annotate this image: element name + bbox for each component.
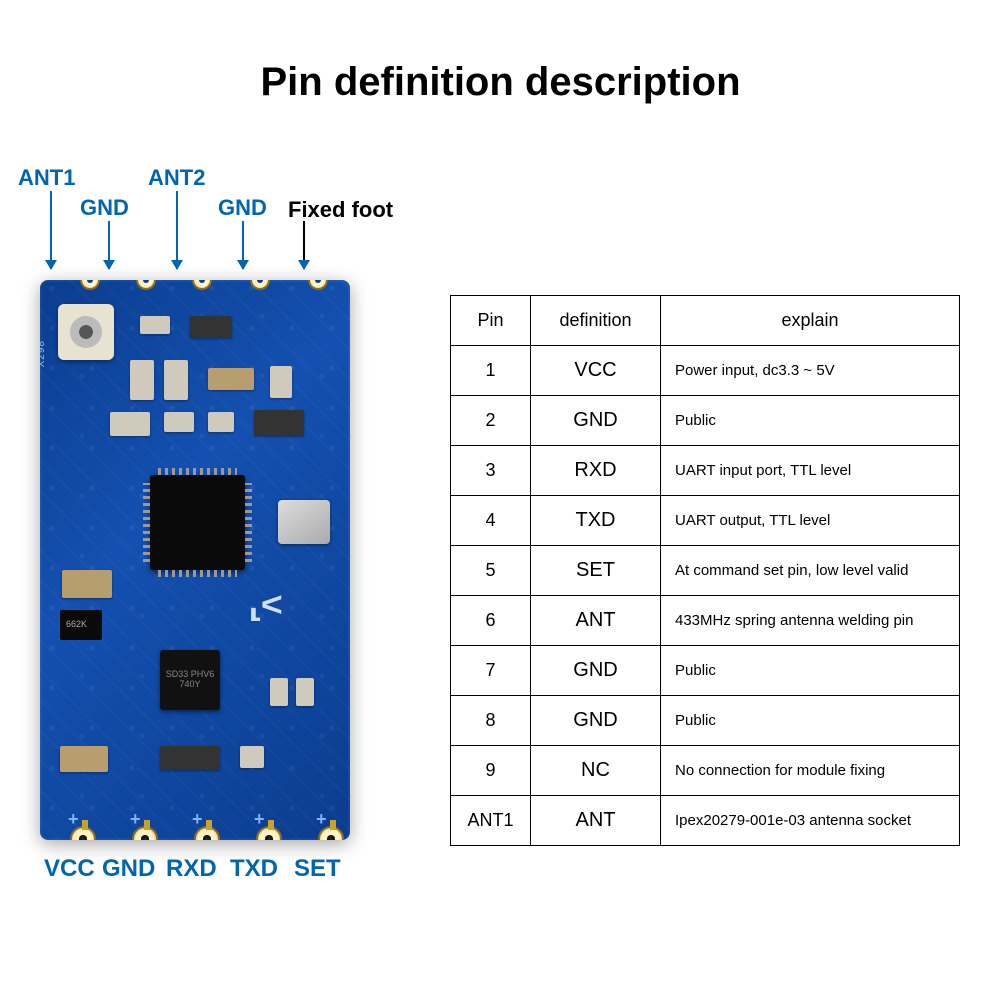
- label-ant1: ANT1: [18, 165, 75, 191]
- smd-c4: [270, 366, 292, 398]
- th-pin: Pin: [451, 296, 531, 346]
- cell-pin: 3: [451, 446, 531, 496]
- table-row: 6ANT433MHz spring antenna welding pin: [451, 596, 960, 646]
- cell-explain: Public: [661, 696, 960, 746]
- label-gnd-top2: GND: [218, 195, 267, 221]
- label-ant2: ANT2: [148, 165, 205, 191]
- cell-pin: 7: [451, 646, 531, 696]
- smd-r3: [160, 746, 220, 770]
- label-rxd: RXD: [166, 855, 217, 883]
- cell-explain: At command set pin, low level valid: [661, 546, 960, 596]
- cell-explain: Public: [661, 646, 960, 696]
- table-row: 3RXDUART input port, TTL level: [451, 446, 960, 496]
- cell-def: RXD: [531, 446, 661, 496]
- table-row: 4TXDUART output, TTL level: [451, 496, 960, 546]
- cell-def: GND: [531, 396, 661, 446]
- cell-pin: 2: [451, 396, 531, 446]
- pcb-module: SD33 PHV6 740Y ⸤< X298 + + + + +: [40, 280, 350, 840]
- smd-cap1: [62, 570, 112, 598]
- cell-def: VCC: [531, 346, 661, 396]
- smd-c6: [164, 412, 194, 432]
- cell-explain: Public: [661, 396, 960, 446]
- silk-side-text: X298: [40, 340, 47, 367]
- cell-pin: ANT1: [451, 796, 531, 846]
- label-gnd-top1: GND: [80, 195, 129, 221]
- pad-top-gnd1: [136, 280, 156, 290]
- cell-pin: 1: [451, 346, 531, 396]
- cell-def: TXD: [531, 496, 661, 546]
- cell-explain: UART output, TTL level: [661, 496, 960, 546]
- chip-secondary-ic: SD33 PHV6 740Y: [160, 650, 220, 710]
- pad-set: [318, 826, 344, 840]
- label-vcc: VCC: [44, 855, 95, 883]
- label-fixed-foot: Fixed foot: [288, 197, 393, 223]
- cell-def: GND: [531, 646, 661, 696]
- cell-def: NC: [531, 746, 661, 796]
- cell-explain: 433MHz spring antenna welding pin: [661, 596, 960, 646]
- label-set: SET: [294, 855, 341, 883]
- label-txd: TXD: [230, 855, 278, 883]
- arrow-gnd2: [242, 221, 244, 269]
- table-header-row: Pin definition explain: [451, 296, 960, 346]
- pad-top-ant2: [192, 280, 212, 290]
- label-gnd-bot: GND: [102, 855, 155, 883]
- page-title: Pin definition description: [0, 60, 1001, 105]
- pad-txd: [256, 826, 282, 840]
- table-row: 1VCCPower input, dc3.3 ~ 5V: [451, 346, 960, 396]
- arrow-ant1: [50, 191, 52, 269]
- pad-top-gnd2: [250, 280, 270, 290]
- cell-def: ANT: [531, 796, 661, 846]
- cell-explain: Power input, dc3.3 ~ 5V: [661, 346, 960, 396]
- cell-explain: Ipex20279-001e-03 antenna socket: [661, 796, 960, 846]
- pin-definition-table: Pin definition explain 1VCCPower input, …: [450, 295, 960, 846]
- crystal-oscillator: [278, 500, 330, 544]
- cell-pin: 5: [451, 546, 531, 596]
- cell-pin: 9: [451, 746, 531, 796]
- cell-pin: 4: [451, 496, 531, 546]
- smd-c9: [296, 678, 314, 706]
- table-row: ANT1ANTIpex20279-001e-03 antenna socket: [451, 796, 960, 846]
- smd-r2: [254, 410, 304, 436]
- pad-top-nc: [308, 280, 328, 290]
- th-definition: definition: [531, 296, 661, 346]
- table-row: 9NCNo connection for module fixing: [451, 746, 960, 796]
- th-explain: explain: [661, 296, 960, 346]
- smd-c1: [140, 316, 170, 334]
- smd-c3: [164, 360, 188, 400]
- table-row: 8GNDPublic: [451, 696, 960, 746]
- arrow-fixed-foot: [303, 221, 305, 269]
- cell-pin: 8: [451, 696, 531, 746]
- cell-explain: No connection for module fixing: [661, 746, 960, 796]
- chip-main-ic: [150, 475, 245, 570]
- smd-c5: [110, 412, 150, 436]
- pad-rxd: [194, 826, 220, 840]
- smd-c2: [130, 360, 154, 400]
- table-row: 2GNDPublic: [451, 396, 960, 446]
- table-row: 5SETAt command set pin, low level valid: [451, 546, 960, 596]
- arrow-ant2: [176, 191, 178, 269]
- cell-pin: 6: [451, 596, 531, 646]
- cell-def: GND: [531, 696, 661, 746]
- pad-vcc: [70, 826, 96, 840]
- silk-logo: ⸤<: [249, 585, 281, 625]
- smd-c8: [270, 678, 288, 706]
- smd-c10: [240, 746, 264, 768]
- smd-c7: [208, 412, 234, 432]
- smd-cap2: [60, 746, 108, 772]
- cell-def: SET: [531, 546, 661, 596]
- ipex-connector: [58, 304, 114, 360]
- smd-r1: [190, 316, 232, 338]
- voltage-regulator: [60, 610, 102, 640]
- arrow-gnd1: [108, 221, 110, 269]
- pcb-board: SD33 PHV6 740Y ⸤< X298 + + + + +: [40, 280, 350, 840]
- pad-top-ant1: [80, 280, 100, 290]
- cell-def: ANT: [531, 596, 661, 646]
- pad-gnd: [132, 826, 158, 840]
- smd-l1: [208, 368, 254, 390]
- cell-explain: UART input port, TTL level: [661, 446, 960, 496]
- table-row: 7GNDPublic: [451, 646, 960, 696]
